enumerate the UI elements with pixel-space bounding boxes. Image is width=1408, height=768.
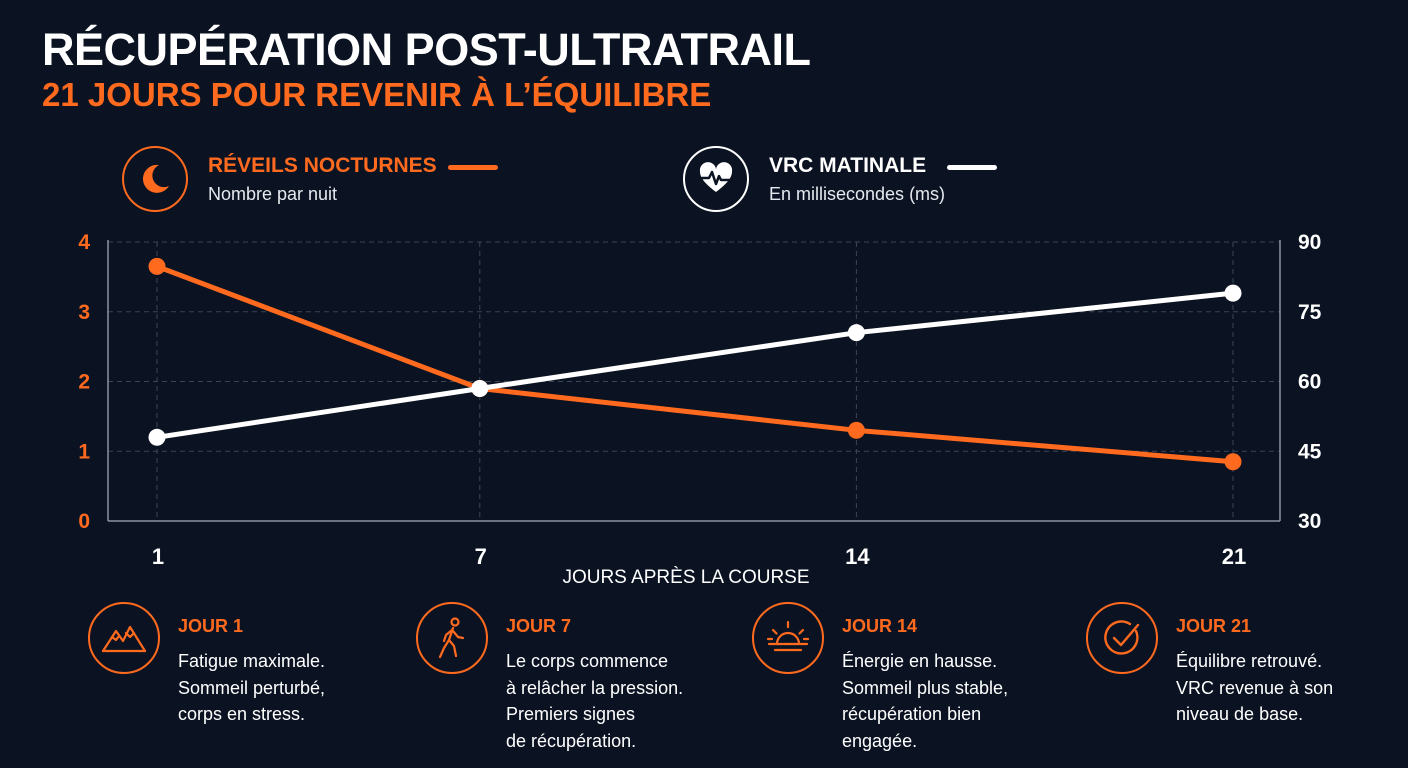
heart-pulse-icon xyxy=(683,146,749,212)
line-chart: 0 1 2 3 4 30 45 60 75 90 1 7 14 21 JOURS APRÈS LA COUR… xyxy=(78,231,1322,588)
series-line-vrc xyxy=(154,290,1236,440)
data-point-vrc xyxy=(148,428,166,446)
page-title: RÉCUPÉRATION POST-ULTRATRAIL xyxy=(42,24,811,75)
legend-swatch xyxy=(947,165,997,170)
sunrise-icon xyxy=(752,602,824,674)
y-left-tick-label: 3 xyxy=(78,301,90,324)
x-tick-label: 21 xyxy=(1222,544,1246,569)
series-line-reveils xyxy=(154,263,1236,465)
y-right-tick-label: 30 xyxy=(1298,510,1321,533)
data-point-vrc xyxy=(471,379,489,397)
y-right-tick-label: 45 xyxy=(1298,440,1322,463)
data-point-vrc xyxy=(847,324,865,342)
milestone-day: JOUR 1 xyxy=(178,616,244,636)
milestone-text: Équilibre retrouvé. VRC revenue à son ni… xyxy=(1176,651,1334,724)
mountains-icon xyxy=(88,602,160,674)
legend-title: RÉVEILS NOCTURNES xyxy=(208,154,437,177)
data-point-reveils xyxy=(148,257,166,275)
x-axis-title: JOURS APRÈS LA COURSE xyxy=(562,567,809,588)
milestone-text: Fatigue maximale. Sommeil perturbé, corp… xyxy=(178,651,326,724)
y-left-tick-label: 0 xyxy=(78,510,90,533)
page-subtitle: 21 JOURS POUR REVENIR À L’ÉQUILIBRE xyxy=(42,76,712,113)
check-circle-icon xyxy=(1086,602,1158,674)
walking-person-icon xyxy=(416,602,488,674)
data-point-reveils xyxy=(847,421,865,439)
data-point-reveils xyxy=(1224,453,1242,471)
y-right-tick-label: 75 xyxy=(1298,301,1322,324)
x-tick-label: 14 xyxy=(845,544,870,569)
milestone-text: Le corps commence à relâcher la pression… xyxy=(506,651,684,751)
data-point-vrc xyxy=(1224,284,1242,302)
y-left-tick-label: 1 xyxy=(78,440,90,463)
moon-icon xyxy=(122,146,188,212)
legend-subtitle: En millisecondes (ms) xyxy=(769,184,946,204)
milestone-text: Énergie en hausse. Sommeil plus stable, … xyxy=(842,651,1009,751)
y-right-tick-label: 90 xyxy=(1298,231,1321,254)
milestone-day: JOUR 7 xyxy=(506,616,572,636)
x-tick-label: 1 xyxy=(152,544,164,569)
x-tick-label: 7 xyxy=(475,544,487,569)
legend-title: VRC MATINALE xyxy=(769,154,927,177)
y-right-tick-label: 60 xyxy=(1298,371,1321,394)
y-left-tick-label: 2 xyxy=(78,371,90,394)
milestone-day: JOUR 21 xyxy=(1176,616,1252,636)
milestone-day: JOUR 14 xyxy=(842,616,918,636)
legend-swatch xyxy=(448,165,498,170)
y-left-tick-label: 4 xyxy=(78,231,90,254)
legend-subtitle: Nombre par nuit xyxy=(208,184,338,204)
